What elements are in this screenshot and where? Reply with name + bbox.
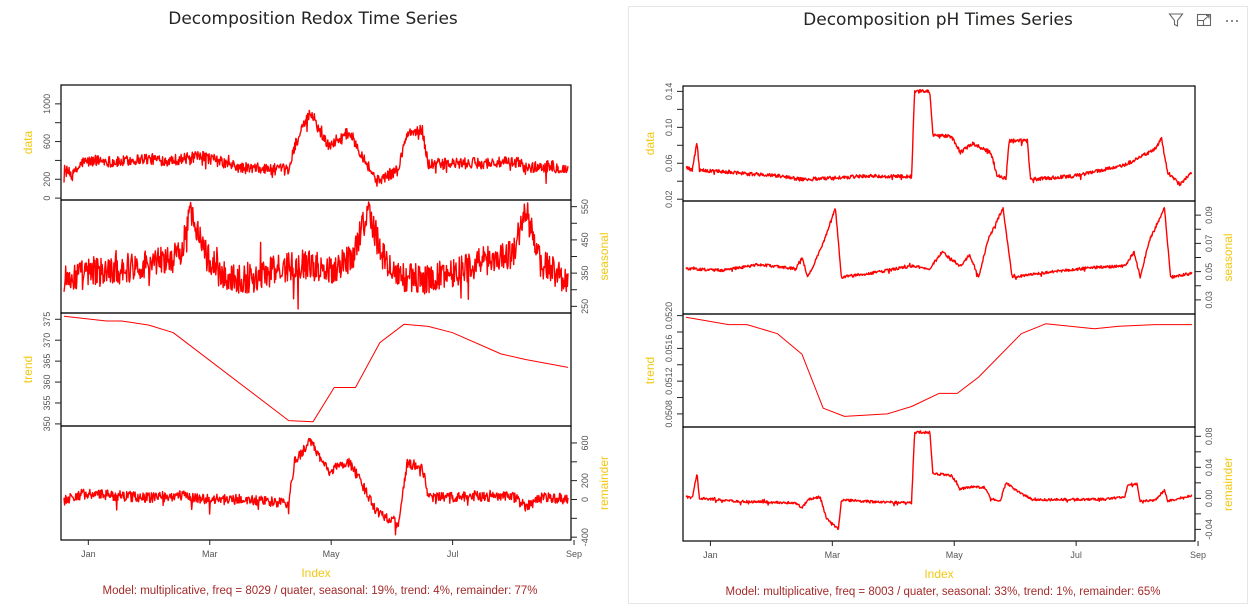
trend-tick-label: 0.0520 — [664, 302, 674, 330]
panel-frame — [60, 425, 572, 541]
panel-seasonal: 0.03 0.05 0.07 0.09 seasonal — [682, 200, 1235, 315]
ph-decomposition-plot: 0.02 0.06 0.10 0.14 data 0.03 0.05 0.07 0.09 seas… — [643, 83, 1235, 598]
seasonal-tick-label: 450 — [580, 232, 590, 247]
trend-tick-label: 365 — [42, 354, 52, 369]
remainder-axis-label: remainder — [1221, 457, 1235, 511]
data-tick-label: 0.02 — [664, 190, 674, 208]
panel-frame — [682, 426, 1196, 542]
seasonal-series-line — [63, 201, 569, 310]
trend-axis-label: trend — [643, 357, 657, 384]
x-tick-label: May — [323, 549, 341, 559]
data-tick-label: 0 — [42, 196, 52, 201]
focus-mode-button[interactable] — [1195, 11, 1213, 29]
x-axis: Jan Mar May Jul Sep Index — [703, 541, 1206, 581]
panel-frame — [60, 84, 572, 201]
data-tick-label: 600 — [42, 134, 52, 149]
x-tick-label: Sep — [1190, 550, 1206, 560]
trend-tick-label: 0.0508 — [664, 400, 674, 428]
x-tick-label: Jul — [1070, 550, 1082, 560]
trend-axis-label: trend — [21, 356, 35, 383]
panel-data: 0.02 0.06 0.10 0.14 data — [643, 83, 1196, 208]
trend-tick-label: 350 — [42, 416, 52, 431]
trend-tick-label: 0.0516 — [664, 335, 674, 363]
seasonal-tick-label: 0.03 — [1204, 291, 1214, 309]
filter-button[interactable] — [1167, 11, 1185, 29]
remainder-tick-label: -0.04 — [1204, 519, 1214, 540]
data-tick-label: 200 — [42, 172, 52, 187]
panel-trend: 350 355 360 365 370 375 trend — [21, 312, 572, 431]
trend-tick-label: 355 — [42, 395, 52, 410]
data-tick-label: 1000 — [42, 94, 52, 114]
data-tick-label: 0.14 — [664, 83, 674, 101]
remainder-axis-label: remainder — [597, 456, 611, 510]
data-tick-label: 0.10 — [664, 119, 674, 137]
trend-series-line — [685, 316, 1192, 417]
model-caption: Model: multiplicative, freq = 8029 / qua… — [102, 585, 537, 597]
x-tick-label: Jan — [81, 549, 96, 559]
seasonal-tick-label: 0.05 — [1204, 263, 1214, 281]
x-axis: Jan Mar May Jul Sep Index — [81, 540, 582, 580]
panel-remainder: -400 0 200 600 remainder — [60, 425, 611, 546]
redox-decomposition-visual: Decomposition Redox Time Series 0 200 600 1… — [0, 0, 626, 611]
seasonal-tick-label: 350 — [580, 266, 590, 281]
remainder-tick-label: 0.00 — [1204, 490, 1214, 508]
data-tick-label: 0.06 — [664, 155, 674, 173]
x-tick-label: Jan — [703, 550, 718, 560]
remainder-tick-label: 600 — [580, 435, 590, 450]
seasonal-axis-label: seasonal — [597, 232, 611, 280]
visual-header-toolbar — [1167, 11, 1241, 29]
x-axis-label: Index — [301, 566, 330, 580]
seasonal-series-line — [685, 207, 1193, 281]
trend-tick-label: 0.0512 — [664, 367, 674, 395]
remainder-tick-label: 0.08 — [1204, 428, 1214, 446]
remainder-tick-label: 0.04 — [1204, 459, 1214, 477]
x-tick-label: May — [946, 550, 964, 560]
trend-tick-label: 360 — [42, 375, 52, 390]
trend-tick-label: 370 — [42, 333, 52, 348]
seasonal-tick-label: 550 — [580, 199, 590, 214]
model-caption: Model: multiplicative, freq = 8003 / qua… — [725, 586, 1160, 598]
remainder-series-line — [63, 438, 569, 536]
redox-decomposition-plot: 02006001000data250350450550seasonal35035… — [21, 84, 611, 597]
x-tick-label: Jul — [447, 549, 459, 559]
focus-mode-icon — [1196, 13, 1212, 27]
panel-trend: 0.0508 0.0512 0.0516 0.0520 trend — [643, 302, 1196, 428]
data-series-line — [685, 88, 1193, 187]
seasonal-axis-label: seasonal — [1221, 233, 1235, 281]
x-tick-label: Sep — [566, 549, 582, 559]
panel-frame — [60, 312, 572, 427]
ph-decomposition-visual: Decomposition pH Times Series 0.02 0.06 0.… — [628, 6, 1248, 604]
panel-frame — [682, 313, 1196, 428]
seasonal-tick-label: 250 — [580, 299, 590, 314]
trend-tick-label: 375 — [42, 312, 52, 327]
seasonal-tick-label: 0.09 — [1204, 206, 1214, 224]
remainder-series-line — [685, 430, 1193, 530]
remainder-tick-label: 0 — [580, 497, 590, 502]
panel-data: 0 200 600 1000 data — [21, 84, 572, 201]
panel-remainder: -0.04 0.00 0.04 0.08 remainder — [682, 426, 1235, 542]
data-axis-label: data — [21, 130, 35, 154]
data-series-line — [63, 109, 569, 187]
more-options-icon — [1226, 20, 1238, 22]
chart-title: Decomposition Redox Time Series — [168, 9, 458, 29]
seasonal-tick-label: 0.07 — [1204, 235, 1214, 253]
panel-seasonal: 250 350 450 550 seasonal — [60, 199, 611, 314]
chart-title: Decomposition pH Times Series — [803, 10, 1073, 30]
filter-icon — [1168, 13, 1184, 27]
panel-frame — [682, 85, 1196, 202]
x-tick-label: Mar — [202, 549, 218, 559]
remainder-tick-label: 200 — [580, 473, 590, 488]
trend-series-line — [63, 315, 569, 423]
x-tick-label: Mar — [825, 550, 841, 560]
data-axis-label: data — [643, 131, 657, 155]
more-options-button[interactable] — [1223, 11, 1241, 29]
remainder-tick-label: -400 — [580, 528, 590, 546]
x-axis-label: Index — [924, 567, 953, 581]
